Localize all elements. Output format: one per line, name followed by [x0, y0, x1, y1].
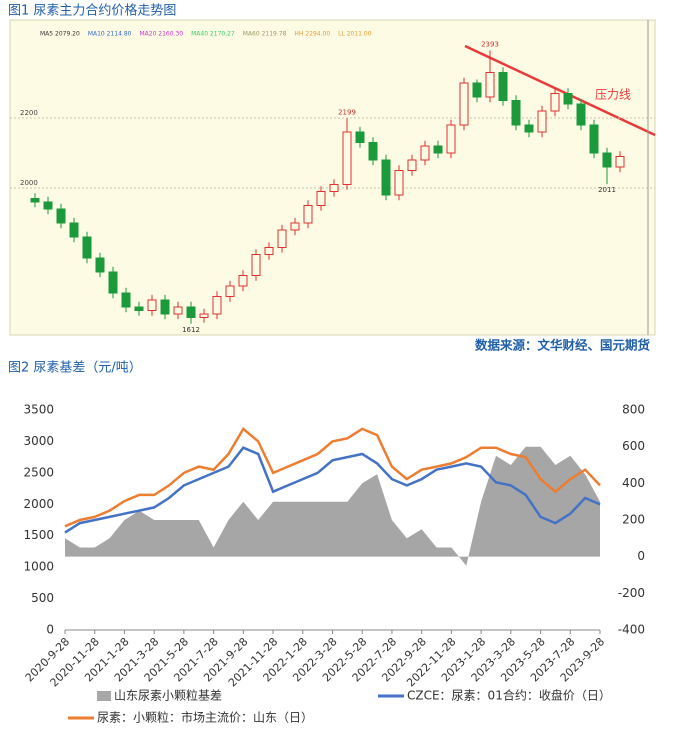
- y2-tick-label: -200: [618, 586, 645, 600]
- indicator: MA10 2114.80: [88, 31, 132, 38]
- candle-body: [186, 306, 196, 318]
- source-note: 数据来源：文华财经、国元期货: [474, 338, 651, 353]
- y-tick-label: 500: [31, 591, 54, 605]
- candle-body: [121, 292, 131, 308]
- y-tick-label: 2000: [20, 179, 38, 187]
- candle-body: [277, 229, 287, 248]
- annotation: 2011: [598, 186, 616, 194]
- y-tick-label: 2200: [20, 109, 38, 117]
- candle-body: [134, 306, 144, 311]
- candle-body: [82, 236, 92, 259]
- y2-tick-label: -400: [618, 623, 645, 637]
- candle-body: [550, 93, 560, 112]
- candle-body: [173, 306, 183, 315]
- y2-tick-label: 400: [622, 476, 645, 490]
- chart1-background: [9, 19, 656, 336]
- y-tick-label: 3500: [23, 403, 54, 417]
- candle-body: [446, 124, 456, 154]
- candle-body: [576, 103, 586, 126]
- candle-body: [381, 159, 391, 196]
- candle-body: [407, 159, 417, 171]
- annotation: 2199: [338, 108, 356, 116]
- candle-body: [290, 222, 300, 231]
- candle-body: [30, 198, 40, 203]
- pressure-line: [464, 44, 656, 137]
- candle-body: [108, 271, 118, 294]
- candle-body: [69, 222, 79, 238]
- annotation: 1612: [182, 326, 200, 334]
- candle-body: [615, 156, 625, 168]
- candle-body: [95, 257, 105, 273]
- candle-body: [589, 124, 599, 154]
- candle-body: [43, 201, 53, 210]
- legend-swatch: [97, 691, 111, 701]
- indicator: MA40 2170.27: [191, 31, 235, 38]
- candle-body: [212, 296, 222, 315]
- figure1-title: 图1 尿素主力合约价格走势图: [8, 3, 176, 19]
- candle-body: [238, 275, 248, 287]
- candle-body: [199, 313, 209, 318]
- candle-body: [485, 72, 495, 98]
- indicator: LL 2011.00: [338, 31, 372, 38]
- candle-body: [264, 247, 274, 255]
- y2-tick-label: 200: [622, 513, 645, 527]
- candle-body: [342, 131, 352, 185]
- candle-body: [563, 93, 573, 105]
- candle-body: [303, 205, 313, 224]
- candle-body: [420, 145, 430, 161]
- candle-body: [160, 299, 170, 315]
- indicator: HH 2294.00: [294, 31, 330, 38]
- candle-body: [56, 208, 66, 224]
- figure2-title: 图2 尿素基差（元/吨）: [8, 361, 142, 376]
- candle-body: [225, 285, 235, 297]
- candle-body: [472, 82, 482, 98]
- y-tick-label: 3000: [23, 434, 54, 448]
- y2-tick-label: 0: [637, 549, 645, 563]
- candle-body: [355, 131, 365, 143]
- annotation: 压力线: [595, 88, 631, 102]
- candle-body: [498, 72, 508, 101]
- candle-body: [524, 124, 534, 133]
- y-tick-label: 0: [46, 623, 54, 637]
- candle-body: [251, 254, 261, 276]
- legend-label: 山东尿素小颗粒基差: [114, 688, 222, 703]
- candle-body: [602, 152, 612, 168]
- basis-area: [65, 446, 600, 566]
- candle-body: [433, 145, 443, 154]
- candle-body: [459, 82, 469, 126]
- y2-tick-label: 800: [622, 403, 645, 417]
- legend-label: 尿素：小颗粒：市场主流价：山东（日）: [97, 710, 313, 725]
- y2-tick-label: 600: [622, 439, 645, 453]
- y-tick-label: 1500: [23, 528, 54, 542]
- y-tick-label: 2000: [23, 497, 54, 511]
- series-line: [64, 446, 601, 534]
- indicator: MA20 2160.30: [139, 31, 183, 38]
- candle-body: [316, 191, 326, 206]
- annotation: 2393: [481, 40, 499, 48]
- candle-body: [329, 184, 339, 192]
- legend-label: CZCE：尿素：01合约：收盘价（日）: [407, 688, 611, 703]
- candle-body: [537, 110, 547, 133]
- indicator: MA60 2119.78: [243, 31, 287, 38]
- candle-body: [511, 100, 521, 126]
- candle-body: [394, 170, 404, 196]
- y-tick-label: 1000: [23, 560, 54, 574]
- series-line: [64, 426, 601, 528]
- indicator: MA5 2079.20: [40, 31, 80, 38]
- candle-body: [368, 142, 378, 161]
- y-tick-label: 2500: [23, 465, 54, 479]
- candle-body: [147, 299, 157, 311]
